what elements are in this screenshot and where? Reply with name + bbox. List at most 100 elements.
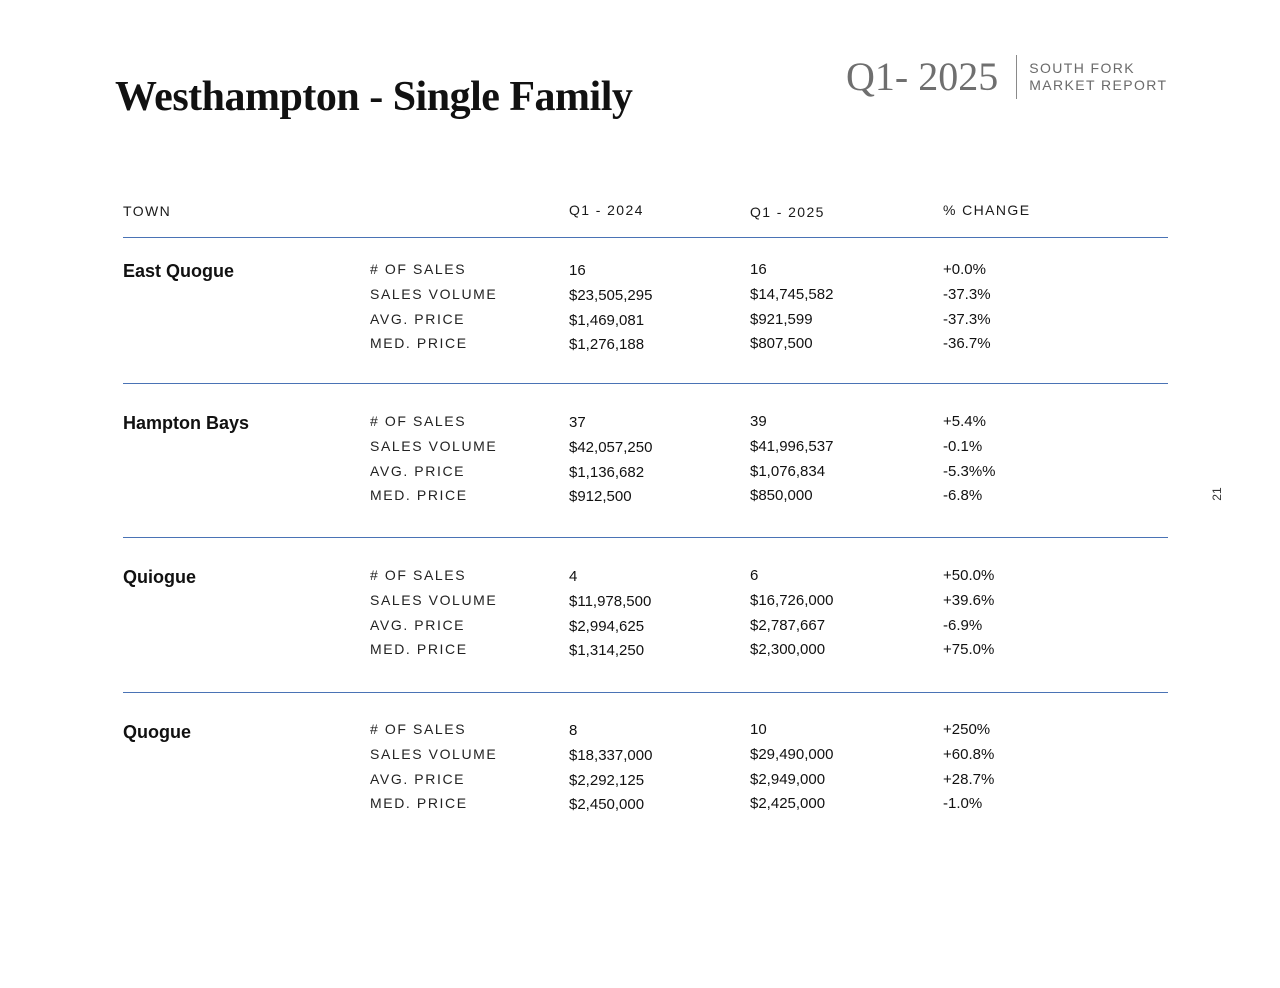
metric-q1-2025: $921,599: [750, 311, 813, 328]
metric-label: AVG. PRICE: [370, 463, 466, 479]
metric-q1-2024: $11,978,500: [569, 593, 652, 610]
metric-q1-2025: $2,787,667: [750, 617, 826, 634]
metric-q1-2024: 4: [569, 568, 578, 585]
metric-label: # OF SALES: [370, 567, 467, 583]
metric-q1-2024: $18,337,000: [569, 747, 653, 764]
metric-q1-2025: $1,076,834: [750, 463, 826, 480]
metric-row: # OF SALES 8 10 +250%: [123, 721, 1168, 745]
metric-row: SALES VOLUME $23,505,295 $14,745,582 -37…: [123, 286, 1168, 310]
metric-change: -5.3%%: [943, 463, 996, 480]
town-group-east-quogue: East Quogue # OF SALES 16 16 +0.0% SALES…: [123, 259, 1168, 369]
metric-change: +39.6%: [943, 592, 995, 609]
metric-label: # OF SALES: [370, 261, 467, 277]
section-rule: [123, 692, 1168, 693]
metric-q1-2024: $2,292,125: [569, 772, 645, 789]
column-header-q1-2025: Q1 - 2025: [750, 204, 825, 220]
metric-change: -0.1%: [943, 438, 983, 455]
header-rule: [123, 237, 1168, 238]
metric-change: +75.0%: [943, 641, 995, 658]
metric-label: AVG. PRICE: [370, 771, 466, 787]
metric-row: # OF SALES 4 6 +50.0%: [123, 567, 1168, 591]
metric-label: MED. PRICE: [370, 487, 468, 503]
metric-label: MED. PRICE: [370, 795, 468, 811]
metric-q1-2024: $2,450,000: [569, 796, 645, 813]
page-title: Westhampton - Single Family: [115, 74, 633, 121]
metric-row: SALES VOLUME $18,337,000 $29,490,000 +60…: [123, 746, 1168, 770]
metric-label: SALES VOLUME: [370, 746, 498, 762]
report-quarter: Q1- 2025: [846, 54, 999, 99]
metric-change: -37.3%: [943, 311, 991, 328]
metric-change: +5.4%: [943, 413, 986, 430]
metric-change: -37.3%: [943, 286, 991, 303]
metric-change: +250%: [943, 721, 991, 738]
metric-change: -1.0%: [943, 795, 983, 812]
metric-q1-2024: $2,994,625: [569, 618, 645, 635]
report-label-line2: MARKET REPORT: [1029, 77, 1168, 93]
metric-change: -36.7%: [943, 335, 991, 352]
metric-row: MED. PRICE $1,314,250 $2,300,000 +75.0%: [123, 641, 1168, 665]
section-rule: [123, 537, 1168, 538]
metric-label: SALES VOLUME: [370, 592, 498, 608]
metric-row: AVG. PRICE $2,994,625 $2,787,667 -6.9%: [123, 617, 1168, 641]
metric-label: SALES VOLUME: [370, 286, 498, 302]
metric-label: MED. PRICE: [370, 641, 468, 657]
metric-q1-2025: $2,949,000: [750, 771, 826, 788]
metric-change: +28.7%: [943, 771, 995, 788]
metric-q1-2024: $912,500: [569, 488, 632, 505]
town-group-hampton-bays: Hampton Bays # OF SALES 37 39 +5.4% SALE…: [123, 411, 1168, 521]
column-header-town: TOWN: [123, 203, 172, 219]
page-number: 21: [1210, 487, 1224, 501]
metric-q1-2025: $2,300,000: [750, 641, 826, 658]
metric-q1-2024: 37: [569, 414, 586, 431]
metric-q1-2025: 16: [750, 261, 767, 278]
metric-q1-2024: 8: [569, 722, 578, 739]
metric-q1-2025: 10: [750, 721, 767, 738]
metric-row: # OF SALES 37 39 +5.4%: [123, 413, 1168, 437]
metric-q1-2024: $1,276,188: [569, 336, 645, 353]
metric-q1-2025: $14,745,582: [750, 286, 834, 303]
metric-row: MED. PRICE $1,276,188 $807,500 -36.7%: [123, 335, 1168, 359]
metric-q1-2024: $1,314,250: [569, 642, 645, 659]
town-name: Quiogue: [123, 567, 196, 587]
header-divider: [1016, 55, 1018, 99]
metric-q1-2025: $29,490,000: [750, 746, 834, 763]
metric-row: MED. PRICE $2,450,000 $2,425,000 -1.0%: [123, 795, 1168, 819]
metric-row: SALES VOLUME $42,057,250 $41,996,537 -0.…: [123, 438, 1168, 462]
metric-label: AVG. PRICE: [370, 617, 466, 633]
report-label: SOUTH FORK MARKET REPORT: [1029, 60, 1167, 94]
section-rule: [123, 383, 1168, 384]
metric-row: AVG. PRICE $2,292,125 $2,949,000 +28.7%: [123, 771, 1168, 795]
metric-change: -6.8%: [943, 487, 983, 504]
metric-label: SALES VOLUME: [370, 438, 498, 454]
metric-row: AVG. PRICE $1,469,081 $921,599 -37.3%: [123, 311, 1168, 335]
metric-change: +50.0%: [943, 567, 995, 584]
metric-q1-2025: $16,726,000: [750, 592, 834, 609]
metric-change: -6.9%: [943, 617, 983, 634]
metric-q1-2025: $807,500: [750, 335, 813, 352]
metric-q1-2024: $23,505,295: [569, 287, 653, 304]
metric-q1-2024: $42,057,250: [569, 439, 653, 456]
metric-q1-2025: 39: [750, 413, 767, 430]
column-header-change: % CHANGE: [943, 202, 1031, 218]
metric-label: # OF SALES: [370, 721, 467, 737]
town-group-quogue: Quogue # OF SALES 8 10 +250% SALES VOLUM…: [123, 719, 1168, 829]
metric-q1-2025: $850,000: [750, 487, 813, 504]
metric-q1-2024: 16: [569, 262, 586, 279]
metric-row: MED. PRICE $912,500 $850,000 -6.8%: [123, 487, 1168, 511]
report-header: Q1- 2025 SOUTH FORK MARKET REPORT: [846, 55, 1167, 99]
town-name: Hampton Bays: [123, 413, 250, 433]
metric-row: AVG. PRICE $1,136,682 $1,076,834 -5.3%%: [123, 463, 1168, 487]
metric-change: +60.8%: [943, 746, 995, 763]
metric-row: SALES VOLUME $11,978,500 $16,726,000 +39…: [123, 592, 1168, 616]
town-name: Quogue: [123, 722, 191, 742]
metric-q1-2025: $41,996,537: [750, 438, 834, 455]
metric-q1-2025: 6: [750, 567, 759, 584]
metric-q1-2024: $1,136,682: [569, 464, 645, 481]
metric-row: # OF SALES 16 16 +0.0%: [123, 261, 1168, 285]
town-name: East Quogue: [123, 261, 235, 281]
metric-label: # OF SALES: [370, 413, 467, 429]
metric-q1-2024: $1,469,081: [569, 312, 645, 329]
column-header-q1-2024: Q1 - 2024: [569, 202, 644, 218]
metric-label: MED. PRICE: [370, 335, 468, 351]
metric-label: AVG. PRICE: [370, 311, 466, 327]
